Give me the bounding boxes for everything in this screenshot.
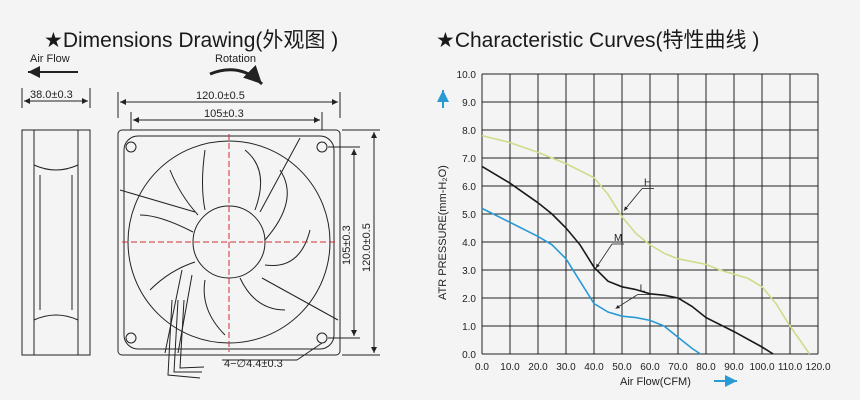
curve-h — [481, 134, 811, 355]
y-tick-label: 9.0 — [462, 98, 476, 109]
x-tick-label: 60.0 — [640, 362, 660, 373]
y-tick-label: 0.0 — [462, 350, 476, 361]
air-flow-label: Air Flow — [30, 53, 70, 65]
x-tick-label: 100.0 — [749, 362, 774, 373]
x-tick-label: 20.0 — [528, 362, 548, 373]
y-axis-label: ATR PRESSURE(mm-H₂O) — [437, 165, 449, 300]
x-tick-labels: 0.0 10.0 20.0 30.0 40.0 50.0 60.0 70.0 80.0 90.0 1… — [475, 362, 831, 373]
y-tick-label: 2.0 — [462, 294, 476, 305]
frame-height-dimension: 120.0±0.5 — [361, 223, 373, 272]
rotation-arrow — [209, 64, 264, 86]
y-tick-label: 1.0 — [462, 322, 476, 333]
y-tick-label: 10.0 — [457, 70, 477, 81]
hole-spacing-vertical: 105±0.3 — [341, 225, 353, 265]
curve-m — [481, 165, 774, 355]
x-tick-label: 10.0 — [500, 362, 520, 373]
chart-grid — [481, 73, 819, 355]
dimensions-title: ★Dimensions Drawing(外观图 ) — [44, 29, 339, 52]
x-tick-label: 30.0 — [556, 362, 576, 373]
depth-dimension: 38.0±0.3 — [30, 89, 73, 101]
hole-spacing-horizontal: 105±0.3 — [204, 108, 244, 120]
x-tick-label: 80.0 — [696, 362, 716, 373]
y-tick-label: 8.0 — [462, 126, 476, 137]
curves-title: ★Characteristic Curves(特性曲线 ) — [436, 29, 760, 52]
x-tick-label: 40.0 — [584, 362, 604, 373]
y-tick-label: 5.0 — [462, 210, 476, 221]
y-tick-label: 4.0 — [462, 238, 476, 249]
x-tick-label: 110.0 — [778, 362, 803, 373]
center-lines — [122, 134, 336, 352]
curve-label-h: H — [644, 178, 651, 189]
curve-label-pointer — [615, 294, 638, 309]
y-tick-label: 7.0 — [462, 154, 476, 165]
curve-label-pointer — [595, 243, 613, 269]
x-tick-label: 50.0 — [612, 362, 632, 373]
frame-width-dimension: 120.0±0.5 — [196, 90, 245, 102]
x-axis-label: Air Flow(CFM) — [620, 376, 691, 388]
x-tick-label: 90.0 — [724, 362, 744, 373]
x-tick-label: 70.0 — [668, 362, 688, 373]
x-tick-label: 0.0 — [475, 362, 489, 373]
y-tick-label: 3.0 — [462, 266, 476, 277]
x-tick-label: 120.0 — [805, 362, 830, 373]
mounting-hole-callout: 4−∅4.4±0.3 — [224, 358, 283, 370]
side-view — [21, 88, 91, 356]
curve-label-l: L — [640, 284, 646, 295]
curve-label-m: M — [614, 233, 622, 244]
curve-label-pointer — [623, 188, 643, 211]
rotation-label: Rotation — [215, 53, 256, 65]
chart-curves: H M L — [481, 134, 811, 355]
y-tick-labels: 0.0 1.0 2.0 3.0 4.0 5.0 6.0 7.0 8.0 9.0 10.0 — [457, 70, 477, 361]
curve-l — [481, 207, 701, 355]
y-tick-label: 6.0 — [462, 182, 476, 193]
